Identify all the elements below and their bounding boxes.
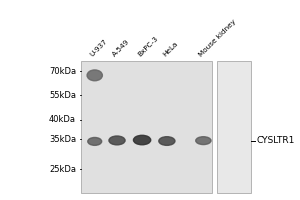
Bar (217, 61, 251, 193)
Text: HeLa: HeLa (161, 40, 179, 58)
Text: BxPC-3: BxPC-3 (136, 35, 159, 58)
Text: A-549: A-549 (111, 38, 131, 58)
Ellipse shape (134, 135, 151, 145)
Text: U-937: U-937 (89, 38, 109, 58)
Text: 40kDa: 40kDa (49, 115, 76, 124)
Ellipse shape (196, 137, 211, 145)
Ellipse shape (87, 70, 102, 81)
Text: 35kDa: 35kDa (49, 135, 76, 144)
Bar (81, 61, 212, 193)
Text: 55kDa: 55kDa (49, 91, 76, 100)
Ellipse shape (109, 136, 125, 145)
Text: Mouse kidney: Mouse kidney (198, 18, 237, 58)
Ellipse shape (159, 137, 175, 145)
Text: 25kDa: 25kDa (49, 165, 76, 174)
Text: 70kDa: 70kDa (49, 67, 76, 76)
Text: CYSLTR1: CYSLTR1 (256, 136, 295, 145)
Ellipse shape (88, 137, 102, 145)
